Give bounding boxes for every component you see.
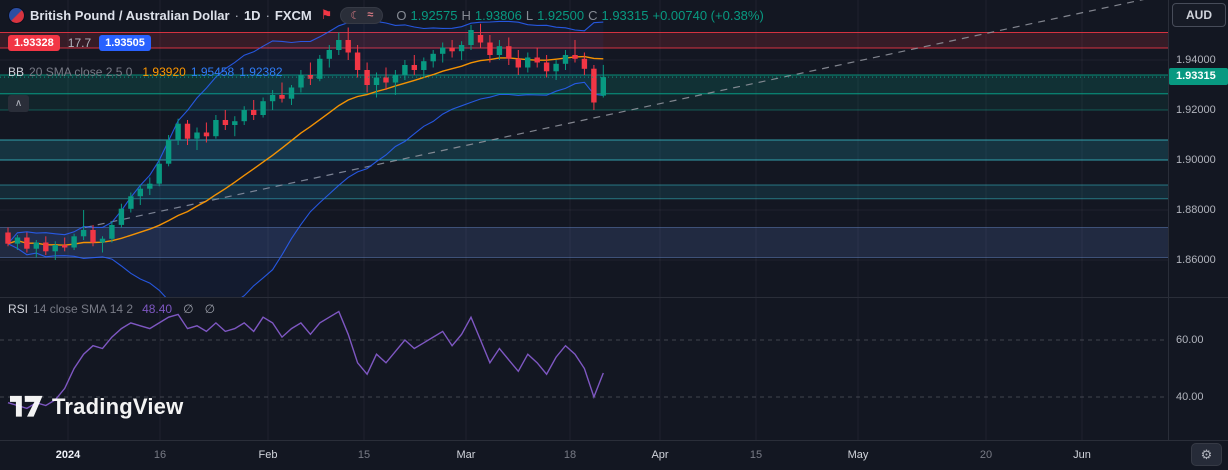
time-axis-label: Jun <box>1073 449 1091 461</box>
separator: · <box>265 7 270 23</box>
price-tag-mid: 17.7 <box>67 36 92 50</box>
low-value: 1.92500 <box>537 7 585 23</box>
exchange-label[interactable]: FXCM <box>274 7 312 23</box>
bb-lower-line <box>7 81 604 297</box>
time-axis-label: 18 <box>563 449 577 461</box>
tradingview-watermark: TradingView <box>10 394 183 420</box>
market-closed-moon-icon: ☾ <box>350 9 361 22</box>
time-axis-label: 16 <box>153 449 167 461</box>
close-label: C <box>588 7 598 23</box>
flag-icon[interactable]: ⚑ <box>320 7 333 22</box>
tradingview-logo-icon <box>10 395 43 417</box>
bb-upper-line <box>7 20 604 245</box>
currency-toggle-button[interactable]: AUD <box>1172 3 1226 27</box>
price-axis-label: 1.88000 <box>1176 204 1216 216</box>
open-value: 1.92575 <box>410 7 458 23</box>
change-value: +0.00740 (+0.38%) <box>652 7 764 23</box>
price-tag-red[interactable]: 1.93328 <box>8 35 60 51</box>
bb-legend-row[interactable]: BB 20 SMA close 2.5 0 1.93920 1.95458 1.… <box>8 64 764 80</box>
close-value: 1.93315 <box>601 7 649 23</box>
main-price-pane[interactable] <box>0 0 1168 297</box>
zone-supply-red[interactable] <box>0 32 1168 49</box>
price-scale[interactable]: AUD 1.94000 1.92000 1.90000 1.88000 1.86000 1… <box>1168 0 1228 440</box>
current-price-badge: 1.93315 <box>1169 68 1228 85</box>
rsi-pane[interactable] <box>0 298 1168 440</box>
rsi-axis-label: 60.00 <box>1176 334 1204 346</box>
chart-legend: British Pound / Australian Dollar · 1D ·… <box>8 5 764 112</box>
pane-collapse-button[interactable]: ∧ <box>8 95 29 112</box>
zone-zone-blue[interactable] <box>0 227 1168 258</box>
time-axis-label: 15 <box>749 449 763 461</box>
rsi-indicator-name[interactable]: RSI <box>8 302 29 316</box>
rsi-axis-label: 40.00 <box>1176 391 1204 403</box>
price-tag-blue[interactable]: 1.93505 <box>99 35 151 51</box>
ohlc-readout: O 1.92575 H 1.93806 L 1.92500 C 1.93315 … <box>396 8 763 23</box>
time-axis-label: 20 <box>979 449 993 461</box>
high-value: 1.93806 <box>474 7 522 23</box>
symbol-flag-icon[interactable] <box>8 6 25 24</box>
rsi-line <box>7 310 604 410</box>
bb-lower-value: 1.92382 <box>239 65 283 79</box>
symbol-title[interactable]: British Pound / Australian Dollar <box>30 7 230 23</box>
time-axis-label: Apr <box>651 449 669 461</box>
bb-indicator-params: 20 SMA close 2.5 0 <box>29 65 133 79</box>
rsi-indicator-params: 14 close SMA 14 2 <box>33 302 134 316</box>
zone-zone-teal-1[interactable] <box>0 140 1168 160</box>
time-axis-label: 15 <box>357 449 371 461</box>
price-axis-label: 1.92000 <box>1176 104 1216 116</box>
candles[interactable] <box>5 23 606 260</box>
open-label: O <box>396 7 407 23</box>
low-label: L <box>525 7 534 23</box>
zone-demand-lower[interactable] <box>0 93 1168 110</box>
bb-fill <box>8 20 604 297</box>
price-axis-label: 1.94000 <box>1176 54 1216 66</box>
market-status-pill[interactable]: ☾ ≈ <box>340 6 384 24</box>
rsi-value: 48.40 <box>142 302 173 316</box>
separator: · <box>234 7 239 23</box>
waves-icon: ≈ <box>367 8 374 21</box>
zone-zone-teal-2[interactable] <box>0 185 1168 199</box>
time-scale[interactable]: 2024 16 Feb 15 Mar 18 Apr 15 May 20 Jun <box>0 440 1228 470</box>
scale-settings-button[interactable]: ⚙ <box>1191 443 1222 466</box>
high-label: H <box>461 7 471 23</box>
time-axis-label: 2024 <box>55 449 81 461</box>
chart-area[interactable]: British Pound / Australian Dollar · 1D ·… <box>0 0 1168 440</box>
time-axis-label: Feb <box>258 449 278 461</box>
price-axis-label: 1.86000 <box>1176 254 1216 266</box>
trendline[interactable] <box>84 0 1168 229</box>
price-axis-label: 1.90000 <box>1176 154 1216 166</box>
rsi-empty-value-icon: ∅ <box>204 302 216 316</box>
symbol-title-row: British Pound / Australian Dollar · 1D ·… <box>8 5 764 25</box>
rsi-empty-value-icon: ∅ <box>183 302 194 316</box>
time-axis-label: May <box>847 449 869 461</box>
price-tags-row: 1.93328 17.7 1.93505 <box>8 34 764 52</box>
watermark-text: TradingView <box>52 394 184 419</box>
bb-basis-line <box>7 55 604 246</box>
time-axis-label: Mar <box>456 449 476 461</box>
chevron-up-icon: ∧ <box>14 98 23 109</box>
bb-basis-value: 1.93920 <box>142 65 186 79</box>
bb-upper-value: 1.95458 <box>190 65 235 79</box>
rsi-legend-row[interactable]: RSI 14 close SMA 14 2 48.40 ∅ ∅ <box>8 302 215 316</box>
bb-indicator-name[interactable]: BB <box>8 65 25 79</box>
pane-divider-handle[interactable] <box>0 297 1228 298</box>
gear-icon: ⚙ <box>1200 446 1213 462</box>
timeframe-label[interactable]: 1D <box>243 7 261 23</box>
